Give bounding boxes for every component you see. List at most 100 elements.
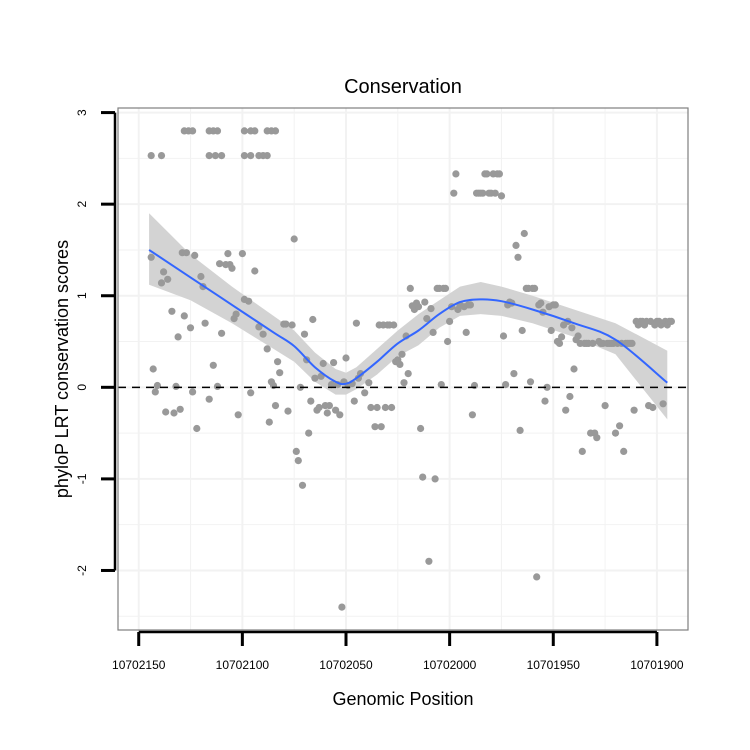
data-point [265, 418, 273, 426]
data-point [398, 350, 406, 358]
data-point [574, 332, 582, 340]
data-point [431, 475, 439, 483]
data-point [213, 127, 222, 135]
data-point [245, 297, 253, 305]
data-point [555, 339, 564, 347]
data-point [336, 411, 344, 419]
data-point [189, 388, 197, 396]
data-point [274, 358, 282, 366]
data-point [526, 378, 535, 386]
data-point [271, 402, 280, 410]
data-point [271, 127, 280, 135]
y-tick-label: 0 [75, 384, 89, 391]
data-point [537, 299, 545, 307]
data-point [205, 152, 213, 160]
y-tick-label: 3 [75, 109, 89, 116]
data-point [520, 229, 528, 238]
data-point [224, 250, 232, 258]
data-point [446, 317, 454, 325]
x-tick-label: 10702100 [216, 658, 270, 672]
data-point [164, 275, 172, 283]
data-point [497, 192, 506, 200]
data-point [157, 279, 166, 287]
data-point [570, 365, 578, 373]
data-point [284, 407, 292, 415]
data-point [514, 253, 522, 261]
data-point [381, 403, 389, 412]
data-point [305, 429, 313, 437]
data-point [516, 426, 524, 434]
data-point [495, 170, 503, 178]
data-point [377, 423, 385, 431]
grid-lines [118, 108, 688, 630]
data-point [427, 305, 435, 313]
data-points [147, 127, 676, 611]
data-point [228, 264, 236, 272]
confidence-band [149, 213, 668, 420]
data-point [327, 381, 336, 389]
data-point [371, 423, 379, 431]
data-point [294, 457, 302, 465]
data-point [211, 152, 219, 160]
data-point [568, 324, 576, 332]
data-point [218, 152, 226, 160]
data-point [263, 345, 271, 353]
data-point [659, 400, 667, 408]
data-point [352, 319, 360, 327]
data-point [423, 315, 431, 323]
data-point [191, 251, 199, 259]
x-tick-label: 10702000 [423, 658, 477, 672]
data-point [153, 381, 161, 390]
data-point [462, 328, 470, 336]
data-point [667, 317, 676, 325]
data-point [232, 310, 240, 318]
data-point [332, 406, 340, 414]
data-point [292, 447, 300, 455]
data-point [197, 272, 205, 281]
data-point [176, 405, 184, 413]
x-tick-label: 10701900 [630, 658, 684, 672]
data-point [400, 379, 408, 387]
data-point [630, 406, 638, 414]
data-point [168, 307, 176, 315]
data-point [325, 402, 333, 410]
panel-border [117, 107, 689, 631]
data-point [578, 447, 586, 455]
data-point [300, 330, 309, 338]
data-point [234, 411, 242, 419]
data-point [367, 403, 375, 412]
data-point [180, 312, 188, 320]
data-point [365, 379, 373, 387]
data-point [251, 127, 259, 135]
data-point [209, 361, 217, 369]
data-point [276, 369, 284, 377]
data-point [512, 241, 520, 249]
data-point [373, 403, 381, 412]
data-point [205, 395, 213, 403]
data-point [417, 424, 425, 433]
data-point [531, 284, 539, 292]
data-point [151, 388, 159, 396]
data-point [562, 406, 570, 414]
data-point [547, 326, 555, 335]
data-point [406, 284, 414, 292]
data-point [309, 315, 317, 324]
data-point [414, 303, 423, 311]
data-point [162, 408, 170, 416]
data-point [182, 249, 190, 257]
data-point [189, 127, 197, 135]
data-point [247, 152, 255, 160]
data-point [628, 339, 636, 347]
data-point [533, 573, 541, 581]
data-point [240, 127, 248, 135]
data-point [330, 359, 338, 367]
data-point [551, 301, 559, 309]
data-point [543, 383, 551, 391]
y-tick-label: 1 [75, 292, 89, 299]
data-point [601, 402, 609, 410]
data-point [611, 429, 620, 437]
data-point [288, 321, 296, 329]
data-point [290, 235, 298, 243]
data-point [247, 389, 255, 397]
data-point [444, 337, 452, 346]
